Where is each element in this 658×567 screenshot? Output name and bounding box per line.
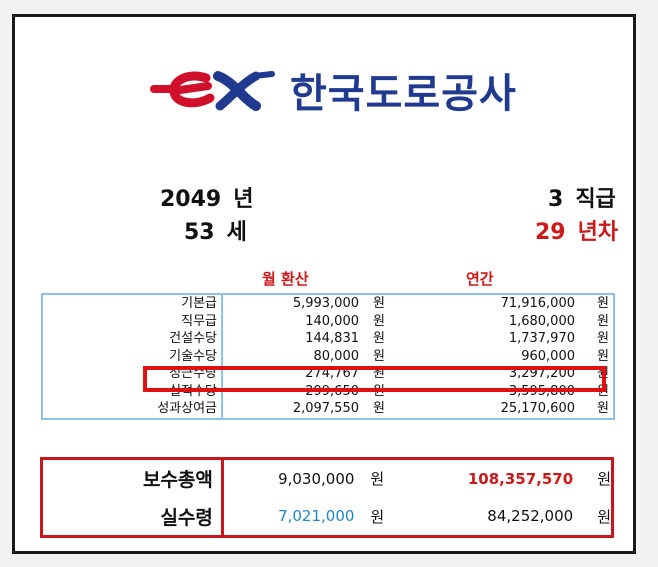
totals-table: 보수총액 9,030,000 원 108,357,570 원 실수령 7,021…	[40, 457, 614, 538]
monthly-unit: 원	[373, 366, 385, 381]
year-value: 2049	[160, 187, 222, 212]
org-name: 한국도로공사	[290, 71, 517, 117]
net-monthly-unit: 원	[370, 507, 385, 526]
table-row: 기본급 5,993,000 원 71,916,000 원	[42, 294, 614, 313]
net-row: 실수령 7,021,000 원 84,252,000 원	[41, 497, 613, 537]
net-monthly: 7,021,000	[278, 507, 355, 526]
annual-value: 1,680,000	[508, 313, 575, 329]
ex-logo-icon: ex	[150, 71, 275, 111]
age-value: 53	[184, 220, 215, 245]
annual-unit: 원	[597, 313, 609, 329]
age-unit: 세	[226, 220, 247, 245]
gross-monthly-unit: 원	[370, 470, 385, 489]
net-label: 실수령	[41, 497, 224, 537]
net-annual: 84,252,000	[487, 507, 574, 526]
monthly-unit: 원	[373, 313, 385, 329]
annual-value: 71,916,000	[500, 296, 575, 311]
table-row: 건설수당 144,831 원 1,737,970 원	[42, 330, 614, 348]
net-annual-unit: 원	[597, 507, 611, 526]
monthly-value: 140,000	[305, 313, 359, 329]
monthly-column-header: 월 환산	[262, 270, 309, 288]
pay-items-table: 기본급 5,993,000 원 71,916,000 원 직무급 140,000 원 1,680…	[41, 293, 615, 420]
gross-row: 보수총액 9,030,000 원 108,357,570 원	[41, 458, 613, 498]
monthly-unit: 원	[373, 348, 385, 364]
monthly-unit: 원	[373, 401, 385, 416]
annual-unit: 원	[597, 296, 609, 311]
year-info: 2049 년	[160, 181, 253, 213]
grade-value: 3	[548, 187, 564, 212]
company-logo: ex 한국도로공사	[150, 62, 517, 118]
annual-value: 1,737,970	[508, 331, 575, 346]
monthly-unit: 원	[373, 331, 385, 346]
table-row: 기술수당 80,000 원 960,000 원	[42, 347, 614, 365]
item-name: 기본급	[42, 294, 223, 313]
item-name: 성과상여금	[42, 400, 223, 419]
annual-value: 25,170,600	[500, 401, 575, 416]
annual-unit: 원	[597, 348, 609, 364]
gross-label: 보수총액	[41, 458, 224, 498]
gross-annual: 108,357,570	[467, 469, 574, 488]
annual-column-header: 연간	[466, 270, 494, 288]
monthly-unit: 원	[373, 296, 385, 311]
monthly-value: 144,831	[305, 331, 359, 346]
table-row: 직무급 140,000 원 1,680,000 원	[42, 312, 614, 330]
grade-info: 3 직급	[548, 181, 616, 213]
annual-unit: 원	[597, 401, 609, 416]
annual-value: 960,000	[521, 348, 575, 364]
gross-monthly: 9,030,000	[278, 469, 355, 488]
item-name: 직무급	[42, 312, 223, 330]
monthly-value: 5,993,000	[292, 296, 359, 311]
monthly-value: 80,000	[313, 348, 360, 364]
monthly-value: 2,097,550	[292, 401, 359, 416]
table-row: 성과상여금 2,097,550 원 25,170,600 원	[42, 400, 614, 419]
highlight-box	[143, 366, 606, 392]
service-value: 29	[535, 220, 566, 245]
item-name: 건설수당	[42, 330, 223, 348]
grade-unit: 직급	[575, 187, 616, 212]
annual-unit: 원	[597, 331, 609, 346]
gross-annual-unit: 원	[597, 470, 611, 489]
service-info: 29 년차	[535, 214, 618, 246]
age-info: 53 세	[184, 214, 247, 246]
service-unit: 년차	[577, 220, 619, 245]
item-name: 기술수당	[42, 347, 223, 365]
year-unit: 년	[233, 187, 254, 212]
